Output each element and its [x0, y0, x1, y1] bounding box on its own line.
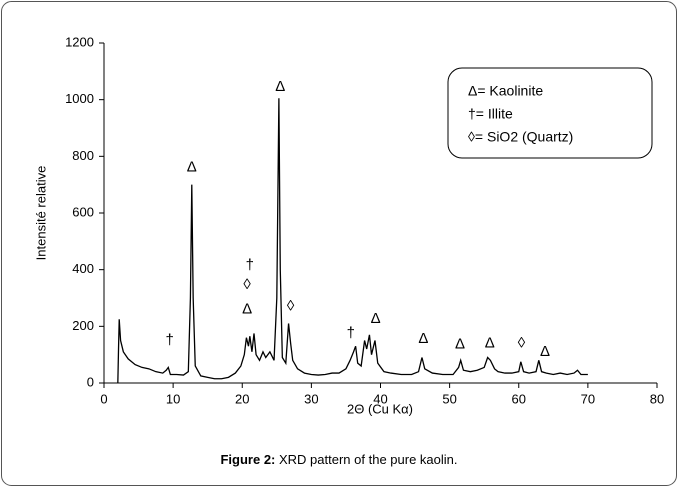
- y-tick-label: 400: [72, 261, 94, 276]
- y-tick-label: 600: [72, 204, 94, 219]
- peak-annotation: Δ: [485, 334, 495, 351]
- caption-text: XRD pattern of the pure kaolin.: [275, 452, 457, 467]
- x-tick-label: 40: [373, 391, 387, 406]
- y-tick-label: 1000: [65, 91, 94, 106]
- x-tick-label: 10: [166, 391, 180, 406]
- peak-annotation: Δ: [455, 336, 465, 353]
- x-axis-label: 2Θ (Cu Kα): [347, 401, 413, 416]
- peak-annotation: Δ: [187, 159, 197, 176]
- y-tick-label: 1200: [65, 34, 94, 49]
- peak-annotation: Δ: [371, 310, 381, 327]
- peak-annotation: †: [246, 256, 254, 273]
- legend-entry: ◊= SiO2 (Quartz): [468, 129, 573, 145]
- x-tick-label: 0: [100, 391, 107, 406]
- peak-annotation: ◊: [518, 334, 526, 351]
- y-axis-label: Intensité relative: [33, 166, 48, 261]
- legend-box: [447, 67, 653, 159]
- peak-annotation: †: [347, 324, 355, 341]
- peak-annotation: †: [165, 331, 173, 348]
- x-tick-label: 70: [581, 391, 595, 406]
- x-tick-label: 50: [442, 391, 456, 406]
- xrd-line: [117, 98, 588, 384]
- peak-annotation: ◊: [287, 297, 295, 314]
- x-tick-label: 20: [235, 391, 249, 406]
- x-tick-label: 30: [304, 391, 318, 406]
- x-tick-label: 60: [512, 391, 526, 406]
- y-tick-label: 800: [72, 148, 94, 163]
- caption-label: Figure 2:: [220, 452, 275, 467]
- y-tick-label: 200: [72, 318, 94, 333]
- peak-annotation: Δ: [242, 300, 252, 317]
- legend-entry: Δ= Kaolinite: [468, 83, 543, 99]
- peak-annotation: Δ: [540, 343, 550, 360]
- legend-entry: †= Illite: [468, 106, 513, 122]
- peak-annotation: Δ: [418, 330, 428, 347]
- peak-annotation: ◊: [243, 276, 251, 293]
- y-tick-label: 0: [87, 374, 94, 389]
- peak-annotation: Δ: [275, 78, 285, 95]
- x-tick-label: 80: [650, 391, 664, 406]
- caption: Figure 2: XRD pattern of the pure kaolin…: [220, 452, 457, 467]
